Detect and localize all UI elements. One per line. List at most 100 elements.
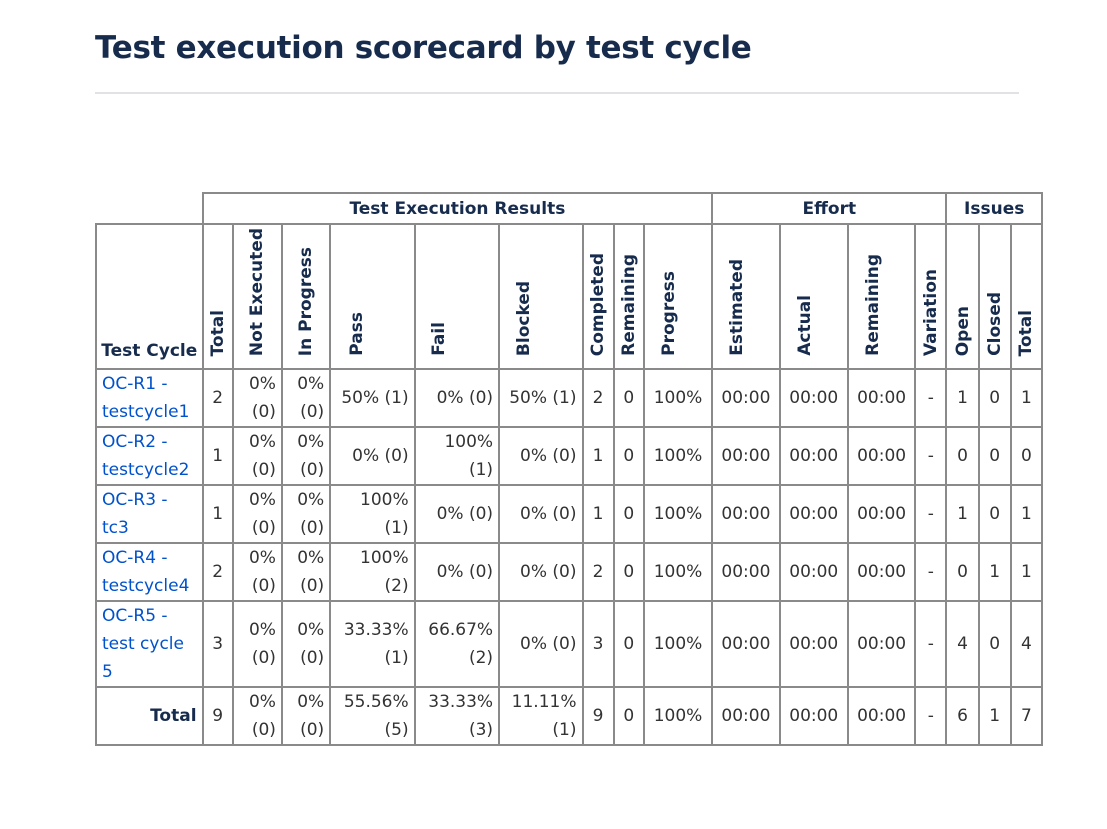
cell-pass: 100% (2): [329, 542, 416, 603]
col-header-total-label: Total: [207, 309, 228, 357]
total-total: 9: [201, 686, 234, 747]
cell-in-progress: 0% (0): [280, 542, 332, 603]
cell-open: 0: [945, 426, 980, 487]
totals-label: Total: [95, 686, 204, 747]
total-not-executed: 0% (0): [231, 686, 283, 747]
cell-issues-total: 1: [1009, 368, 1044, 429]
col-header-actual-label: Actual: [794, 295, 815, 357]
cell-test-cycle: OC-R1 - testcycle1: [95, 368, 204, 429]
cell-effort-remaining: 00:00: [846, 484, 917, 545]
total-closed: 1: [977, 686, 1012, 747]
group-header-issues: Issues: [945, 192, 1043, 225]
cell-issues-total: 1: [1009, 542, 1044, 603]
cell-total: 2: [201, 542, 234, 603]
total-completed: 9: [581, 686, 615, 747]
col-header-effort-remaining: Remaining: [846, 222, 917, 371]
cell-closed: 0: [977, 368, 1012, 429]
cell-fail: 0% (0): [413, 484, 501, 545]
total-fail: 33.33% (3): [413, 686, 501, 747]
col-header-estimated: Estimated: [711, 222, 781, 371]
cell-completed: 1: [581, 426, 615, 487]
cell-estimated: 00:00: [711, 542, 781, 603]
col-header-pass-label: Pass: [347, 312, 368, 357]
page-title: Test execution scorecard by test cycle: [95, 30, 752, 66]
col-header-remaining-label: Remaining: [618, 254, 639, 357]
table-row: OC-R4 - testcycle4 2 0% (0) 0% (0) 100% …: [95, 542, 1044, 603]
col-header-effort-remaining-label: Remaining: [862, 254, 883, 357]
total-in-progress: 0% (0): [280, 686, 332, 747]
cell-actual: 00:00: [778, 426, 849, 487]
cell-open: 1: [945, 484, 980, 545]
total-remaining: 0: [612, 686, 645, 747]
cell-open: 1: [945, 368, 980, 429]
cell-not-executed: 0% (0): [231, 426, 283, 487]
cell-test-cycle: OC-R5 - test cycle 5: [95, 600, 204, 689]
cell-effort-remaining: 00:00: [846, 542, 917, 603]
cell-not-executed: 0% (0): [231, 542, 283, 603]
cell-blocked: 50% (1): [498, 368, 584, 429]
col-header-blocked-label: Blocked: [514, 280, 535, 357]
total-estimated: 00:00: [711, 686, 781, 747]
col-header-in-progress-label: In Progress: [296, 246, 317, 357]
col-header-fail: Fail: [413, 222, 501, 371]
cell-fail: 66.67% (2): [413, 600, 501, 689]
cell-test-cycle: OC-R4 - testcycle4: [95, 542, 204, 603]
cell-variation: -: [914, 484, 948, 545]
scorecard-table: Test Execution Results Effort Issues Tes…: [95, 192, 1044, 747]
col-header-test-cycle: Test Cycle: [95, 222, 204, 371]
cell-blocked: 0% (0): [498, 542, 584, 603]
cell-remaining: 0: [612, 600, 645, 689]
col-header-not-executed-label: Not Executed: [247, 228, 268, 357]
col-header-fail-label: Fail: [428, 322, 449, 357]
test-cycle-link[interactable]: OC-R2 - testcycle2: [102, 432, 190, 481]
cell-in-progress: 0% (0): [280, 426, 332, 487]
cell-estimated: 00:00: [711, 368, 781, 429]
total-blocked: 11.11% (1): [498, 686, 584, 747]
test-cycle-link[interactable]: OC-R5 - test cycle 5: [102, 606, 184, 683]
col-header-blocked: Blocked: [498, 222, 584, 371]
col-header-open: Open: [945, 222, 980, 371]
cell-closed: 1: [977, 542, 1012, 603]
cell-total: 2: [201, 368, 234, 429]
total-open: 6: [945, 686, 980, 747]
cell-remaining: 0: [612, 368, 645, 429]
column-header-row: Test Cycle Total Not Executed In Progres…: [95, 222, 1044, 371]
cell-remaining: 0: [612, 542, 645, 603]
cell-total: 3: [201, 600, 234, 689]
cell-actual: 00:00: [778, 368, 849, 429]
cell-blocked: 0% (0): [498, 600, 584, 689]
total-progress: 100%: [642, 686, 714, 747]
total-effort-remaining: 00:00: [846, 686, 917, 747]
cell-blocked: 0% (0): [498, 426, 584, 487]
cell-total: 1: [201, 426, 234, 487]
test-cycle-link[interactable]: OC-R4 - testcycle4: [102, 548, 190, 597]
total-actual: 00:00: [778, 686, 849, 747]
test-cycle-link[interactable]: OC-R3 - tc3: [102, 490, 168, 539]
cell-in-progress: 0% (0): [280, 484, 332, 545]
cell-pass: 100% (1): [329, 484, 416, 545]
cell-progress: 100%: [642, 542, 714, 603]
cell-progress: 100%: [642, 484, 714, 545]
cell-fail: 100% (1): [413, 426, 501, 487]
cell-estimated: 00:00: [711, 426, 781, 487]
col-header-variation-label: Variation: [920, 268, 941, 357]
group-header-row: Test Execution Results Effort Issues: [96, 192, 1043, 225]
col-header-closed: Closed: [977, 222, 1012, 371]
col-header-completed-label: Completed: [588, 252, 609, 357]
cell-pass: 33.33% (1): [329, 600, 416, 689]
cell-not-executed: 0% (0): [231, 600, 283, 689]
cell-progress: 100%: [642, 426, 714, 487]
total-variation: -: [914, 686, 948, 747]
cell-effort-remaining: 00:00: [846, 426, 917, 487]
col-header-open-label: Open: [952, 305, 973, 357]
total-issues-total: 7: [1009, 686, 1044, 747]
test-cycle-link[interactable]: OC-R1 - testcycle1: [102, 374, 190, 423]
col-header-progress: Progress: [642, 222, 714, 371]
cell-not-executed: 0% (0): [231, 368, 283, 429]
table-row: OC-R2 - testcycle2 1 0% (0) 0% (0) 0% (0…: [95, 426, 1044, 487]
cell-closed: 0: [977, 600, 1012, 689]
cell-actual: 00:00: [778, 542, 849, 603]
cell-remaining: 0: [612, 484, 645, 545]
cell-in-progress: 0% (0): [280, 368, 332, 429]
cell-open: 0: [945, 542, 980, 603]
